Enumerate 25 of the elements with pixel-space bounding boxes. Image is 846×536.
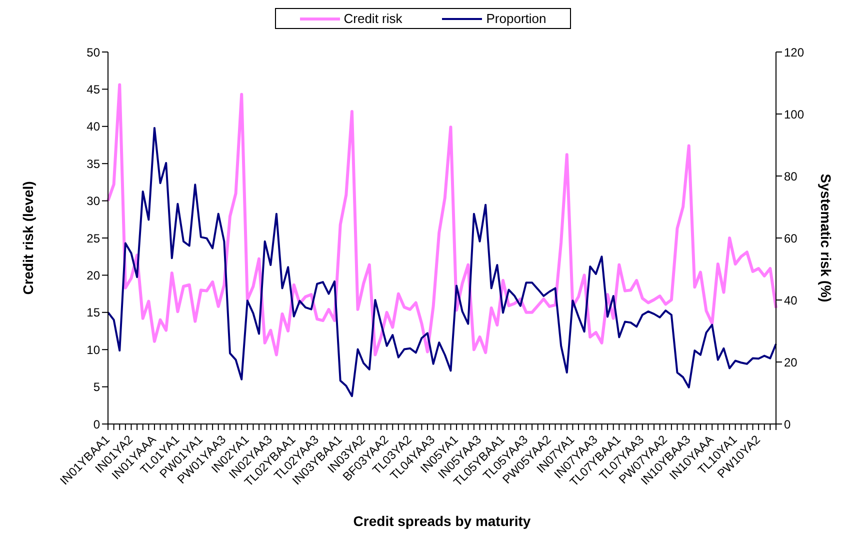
y2-tick-label: 0 [784, 417, 791, 432]
line-series [106, 83, 778, 356]
y2-tick-label: 120 [784, 45, 804, 60]
y-tick-label: 35 [86, 156, 100, 171]
y-tick-label: 40 [86, 120, 100, 134]
legend-label: Credit risk [342, 11, 402, 26]
y2-tick-label: 100 [784, 107, 804, 122]
y-tick-label: 30 [86, 194, 100, 208]
y-tick-label: 10 [86, 342, 100, 357]
y2-axis-title: Systematic risk (%) [818, 174, 834, 302]
y-axis-title: Credit risk (level) [20, 181, 36, 295]
y-tick-label: 15 [86, 306, 100, 320]
x-axis-title: Credit spreads by maturity [353, 513, 531, 529]
y-tick-label: 0 [93, 417, 100, 432]
y-tick-label: 25 [86, 231, 100, 246]
y2-tick-label: 40 [784, 293, 798, 308]
y-tick-label: 50 [86, 45, 100, 60]
y2-tick-label: 20 [784, 355, 798, 370]
y-tick-label: 20 [86, 268, 100, 282]
y2-tick-label: 80 [784, 169, 798, 184]
y2-tick-label: 60 [784, 231, 798, 246]
legend-label: Proportion [485, 11, 546, 26]
line-series [107, 126, 777, 398]
y-tick-label: 5 [93, 380, 100, 394]
y-tick-label: 45 [86, 82, 100, 96]
